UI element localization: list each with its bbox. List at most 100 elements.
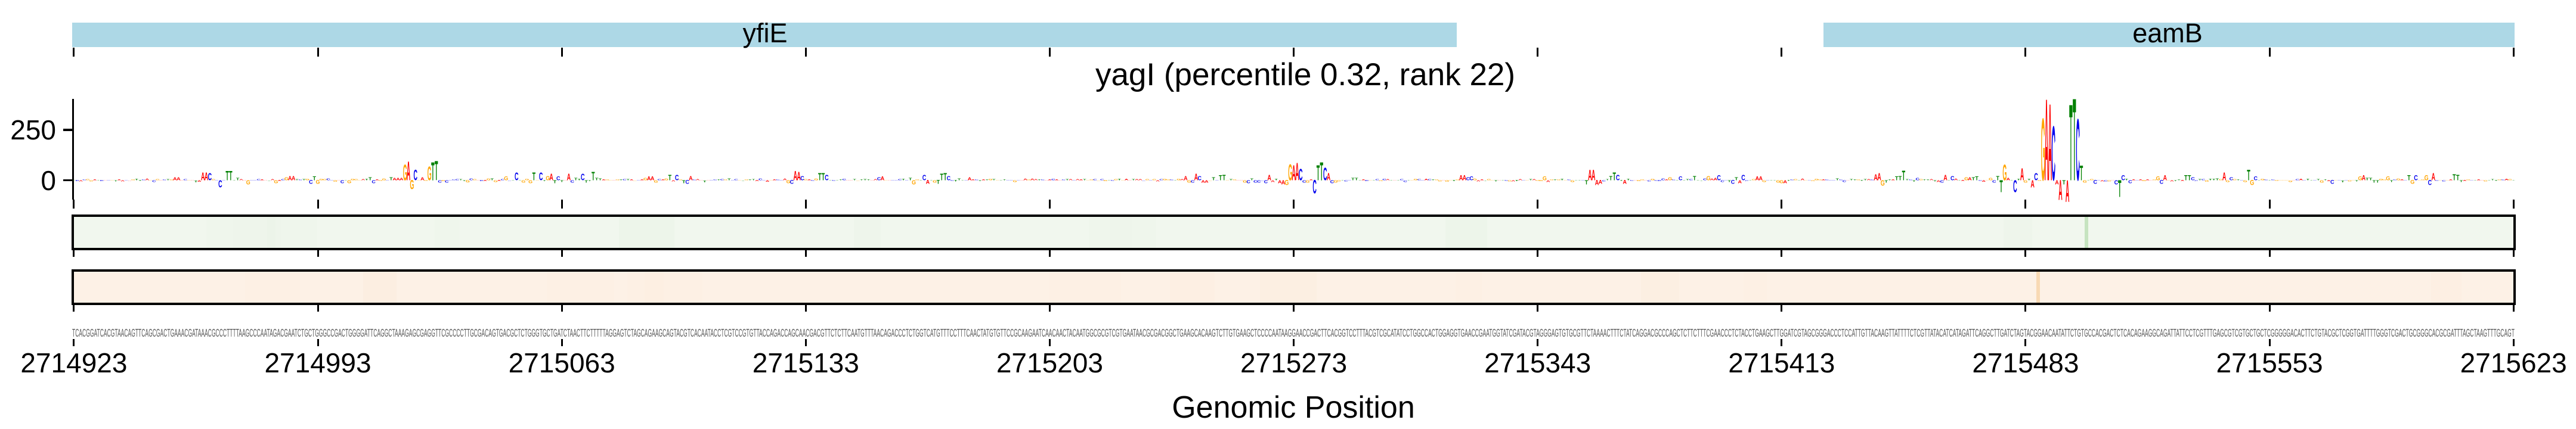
svg-text:A: A — [846, 180, 850, 181]
svg-text:C: C — [922, 174, 927, 182]
svg-text:A: A — [2477, 179, 2481, 181]
svg-text:C: C — [208, 170, 212, 182]
svg-text:A: A — [2055, 179, 2059, 186]
svg-text:A: A — [640, 179, 644, 181]
svg-text:G: G — [1187, 179, 1191, 184]
svg-text:C: C — [1062, 180, 1066, 181]
svg-text:A: A — [1665, 179, 1669, 181]
svg-text:G: G — [424, 180, 428, 181]
svg-text:G: G — [504, 176, 508, 182]
svg-text:G: G — [615, 179, 620, 181]
svg-text:C: C — [2128, 179, 2132, 184]
svg-text:C: C — [713, 179, 717, 180]
svg-text:A: A — [1463, 175, 1467, 182]
svg-text:A: A — [849, 180, 853, 181]
svg-text:T: T — [365, 179, 369, 181]
svg-text:C: C — [515, 171, 519, 183]
svg-text:C: C — [825, 174, 829, 182]
svg-text:A: A — [807, 179, 812, 181]
svg-text:C: C — [720, 179, 724, 181]
svg-text:G: G — [2386, 176, 2390, 182]
svg-text:G: G — [169, 179, 174, 181]
svg-text:A: A — [1205, 179, 1209, 184]
svg-text:T: T — [2390, 180, 2394, 182]
svg-text:T: T — [2341, 179, 2345, 183]
svg-text:T: T — [1948, 180, 1951, 181]
svg-text:T: T — [1696, 180, 1700, 181]
svg-text:T: T — [717, 179, 720, 181]
svg-text:C: C — [898, 179, 902, 181]
svg-text:G: G — [417, 180, 421, 181]
svg-text:G: G — [1539, 180, 1543, 182]
svg-text:T: T — [1613, 171, 1616, 183]
svg-text:G: G — [1438, 180, 1442, 182]
svg-text:G: G — [1779, 179, 1784, 184]
svg-text:G: G — [2023, 179, 2027, 184]
svg-text:C: C — [1382, 179, 1386, 181]
svg-text:C: C — [1916, 178, 1920, 181]
svg-text:T: T — [2069, 83, 2072, 204]
svg-text:C: C — [100, 180, 104, 181]
svg-text:C: C — [1790, 179, 1794, 181]
svg-text:T: T — [1902, 167, 1906, 183]
svg-text:T: T — [1501, 180, 1504, 181]
svg-text:G: G — [333, 180, 338, 182]
svg-text:C: C — [2435, 180, 2439, 181]
svg-text:A: A — [1180, 179, 1184, 181]
svg-text:C: C — [371, 179, 376, 184]
svg-text:A: A — [201, 171, 205, 183]
svg-text:C: C — [894, 180, 899, 181]
svg-text:C: C — [1616, 174, 1620, 182]
svg-text:G: G — [1456, 179, 1460, 181]
svg-text:G: G — [1919, 179, 1923, 181]
svg-text:T: T — [267, 180, 271, 181]
svg-text:C: C — [281, 179, 285, 181]
svg-text:T: T — [682, 179, 686, 184]
svg-text:T: T — [867, 179, 870, 181]
svg-text:T: T — [1574, 180, 1578, 181]
svg-text:T: T — [491, 178, 494, 181]
svg-text:A: A — [1982, 180, 1986, 182]
svg-text:C: C — [2404, 180, 2408, 181]
svg-text:C: C — [1654, 180, 1658, 181]
svg-text:T: T — [1958, 180, 1961, 181]
svg-text:A: A — [1930, 179, 1934, 181]
svg-text:T: T — [2177, 179, 2181, 181]
svg-text:A: A — [1278, 179, 1282, 184]
svg-text:G: G — [2243, 180, 2248, 182]
svg-text:A: A — [971, 179, 976, 181]
svg-text:G: G — [1815, 179, 1819, 181]
svg-text:A: A — [1512, 180, 1516, 182]
svg-text:A: A — [1034, 179, 1038, 181]
svg-text:C: C — [1504, 180, 1509, 181]
svg-text:C: C — [2442, 180, 2446, 182]
svg-text:G: G — [403, 160, 407, 185]
svg-text:C: C — [2230, 176, 2234, 181]
svg-text:C: C — [1253, 179, 1258, 184]
svg-text:A: A — [2362, 175, 2366, 182]
svg-text:C: C — [2121, 175, 2125, 182]
svg-text:T: T — [435, 156, 438, 186]
svg-text:C: C — [2414, 175, 2418, 182]
svg-text:C: C — [950, 180, 955, 181]
svg-text:A: A — [1714, 177, 1718, 181]
svg-text:G: G — [643, 177, 648, 181]
svg-text:T: T — [1561, 179, 1565, 181]
svg-text:T: T — [2086, 180, 2090, 181]
svg-text:T: T — [389, 176, 393, 181]
svg-text:C: C — [790, 179, 794, 185]
svg-text:C: C — [1323, 164, 1327, 184]
svg-text:A: A — [887, 180, 891, 181]
svg-text:A: A — [1076, 179, 1080, 181]
svg-text:T: T — [233, 180, 236, 181]
svg-text:G: G — [1337, 180, 1341, 182]
svg-text:C: C — [250, 180, 254, 181]
svg-text:T: T — [1627, 179, 1631, 181]
svg-text:T: T — [2494, 180, 2498, 181]
svg-text:C: C — [1010, 180, 1014, 181]
svg-text:A: A — [205, 171, 209, 183]
svg-text:T: T — [194, 179, 198, 183]
svg-text:T: T — [1341, 180, 1345, 181]
svg-text:A: A — [783, 179, 787, 181]
svg-text:T: T — [1219, 175, 1222, 182]
